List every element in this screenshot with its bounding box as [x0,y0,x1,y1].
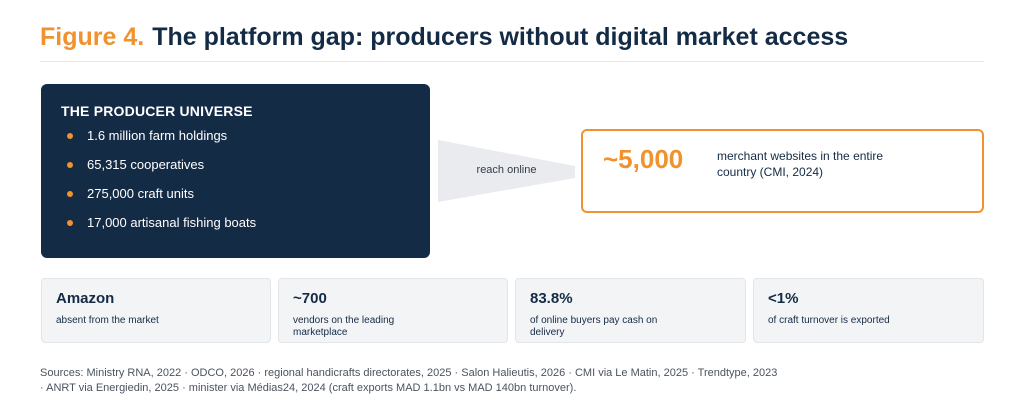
stat-card-craft-exports: <1% of craft turnover is exported [753,278,984,343]
stat-label: of craft turnover is exported [768,315,890,326]
bullet-dot-icon [67,220,73,226]
producer-list-item: 17,000 artisanal fishing boats [67,214,256,243]
result-value: ~5,000 [603,144,684,174]
figure-number: Figure 4. [40,23,145,51]
title-divider [40,61,984,62]
figure-title: Figure 4. The platform gap: producers wit… [40,20,848,54]
stat-value: ~700 [293,290,327,307]
stat-card-vendors: ~700 vendors on the leading marketplace [278,278,508,343]
stat-value: 83.8% [530,290,573,307]
producer-universe-title: THE PRODUCER UNIVERSE [61,103,253,119]
stat-value: <1% [768,290,799,307]
stat-label: absent from the market [56,315,159,326]
producer-universe-panel: THE PRODUCER UNIVERSE 1.6 million farm h… [41,84,430,258]
sources-note: Sources: Ministry RNA, 2022 · ODCO, 2026… [40,367,778,394]
funnel-label: reach online [476,164,537,176]
producer-list: 1.6 million farm holdings 65,315 coopera… [67,127,256,243]
bullet-dot-icon [67,191,73,197]
funnel-shape [438,140,575,202]
funnel-polygon [438,140,575,202]
producer-item-text: 65,315 cooperatives [87,157,205,172]
result-description: merchant websites in the entire country … [717,149,884,179]
bullet-dot-icon [67,162,73,168]
producer-list-item: 275,000 craft units [67,185,256,214]
stat-value: Amazon [56,290,115,307]
producer-item-text: 17,000 artisanal fishing boats [87,215,257,230]
stat-label: of online buyers pay cash on delivery [530,315,658,338]
producer-item-text: 275,000 craft units [87,186,194,201]
producer-item-text: 1.6 million farm holdings [87,128,228,143]
stat-card-amazon: Amazon absent from the market [41,278,271,343]
producer-list-item: 65,315 cooperatives [67,156,256,185]
figure-title-text: The platform gap: producers without digi… [152,23,849,51]
bullet-dot-icon [67,133,73,139]
producer-list-item: 1.6 million farm holdings [67,127,256,156]
result-box: ~5,000 merchant websites in the entire c… [581,129,984,213]
stat-label: vendors on the leading marketplace [293,315,395,338]
stat-card-cash-on-delivery: 83.8% of online buyers pay cash on deliv… [515,278,746,343]
